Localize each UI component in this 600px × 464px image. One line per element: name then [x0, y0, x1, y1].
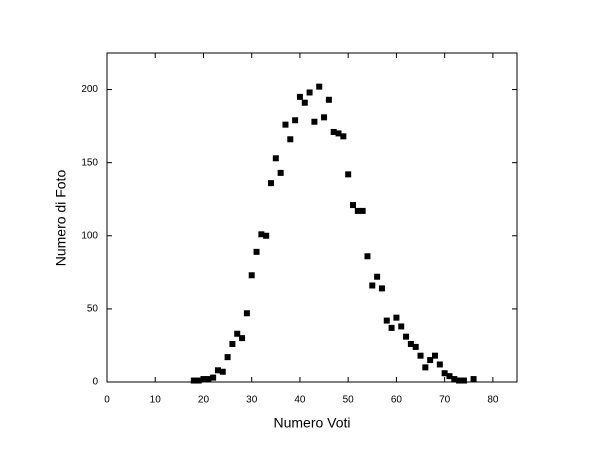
point: [456, 377, 463, 384]
point: [234, 330, 241, 337]
point: [359, 207, 366, 214]
x-tick-label: 80: [487, 395, 499, 406]
x-tick-label: 20: [198, 395, 210, 406]
plot-frame: [106, 52, 518, 383]
point: [388, 324, 395, 331]
point: [383, 317, 390, 324]
y-tick-label: 150: [81, 157, 98, 168]
point: [258, 231, 265, 238]
point: [407, 340, 414, 347]
y-tick-label: 50: [87, 304, 99, 315]
point: [451, 376, 458, 383]
x-tick-label: 60: [391, 395, 403, 406]
point: [335, 130, 342, 137]
point: [436, 361, 443, 368]
y-tick-label: 200: [81, 84, 98, 95]
point: [239, 335, 246, 342]
point: [393, 314, 400, 321]
point: [210, 374, 217, 381]
point: [205, 376, 212, 383]
x-tick-label: 10: [150, 395, 162, 406]
point: [398, 323, 405, 330]
point: [301, 99, 308, 106]
point: [253, 248, 260, 255]
point: [190, 377, 197, 384]
point: [263, 232, 270, 239]
point: [306, 89, 313, 96]
point: [321, 114, 328, 121]
point: [441, 370, 448, 377]
y-axis-title: Numero di Foto: [53, 170, 69, 267]
point: [243, 310, 250, 317]
point: [224, 354, 231, 361]
point: [200, 376, 207, 383]
point: [432, 352, 438, 359]
point: [422, 364, 429, 371]
point: [330, 128, 337, 135]
point: [460, 377, 467, 384]
point: [248, 272, 255, 279]
point: [292, 117, 299, 124]
point: [340, 133, 347, 140]
x-tick-label: 40: [294, 395, 306, 406]
point: [296, 93, 303, 100]
point: [350, 202, 356, 209]
point: [282, 121, 289, 128]
point: [369, 282, 376, 289]
point: [364, 253, 371, 260]
point: [427, 357, 434, 364]
point: [219, 368, 226, 375]
y-tick-label: 100: [81, 230, 98, 241]
point: [345, 171, 352, 178]
point: [412, 343, 419, 350]
x-tick-label: 30: [246, 395, 258, 406]
point: [325, 96, 332, 103]
x-tick-label: 0: [104, 395, 110, 406]
x-tick-label: 70: [439, 395, 451, 406]
point: [214, 367, 221, 374]
x-tick-label: 50: [343, 395, 355, 406]
point: [470, 376, 477, 383]
point: [446, 373, 453, 380]
point: [403, 333, 410, 340]
point: [268, 180, 274, 187]
point: [287, 136, 294, 143]
x-axis-title: Numero Voti: [273, 415, 350, 431]
point: [316, 83, 323, 90]
point: [272, 155, 279, 162]
point: [374, 273, 381, 280]
point: [354, 207, 361, 214]
point: [311, 118, 318, 125]
y-tick-label: 0: [92, 377, 98, 388]
point: [229, 340, 236, 347]
point: [378, 285, 385, 292]
point: [277, 169, 284, 176]
point: [195, 377, 202, 384]
point: [417, 352, 424, 359]
